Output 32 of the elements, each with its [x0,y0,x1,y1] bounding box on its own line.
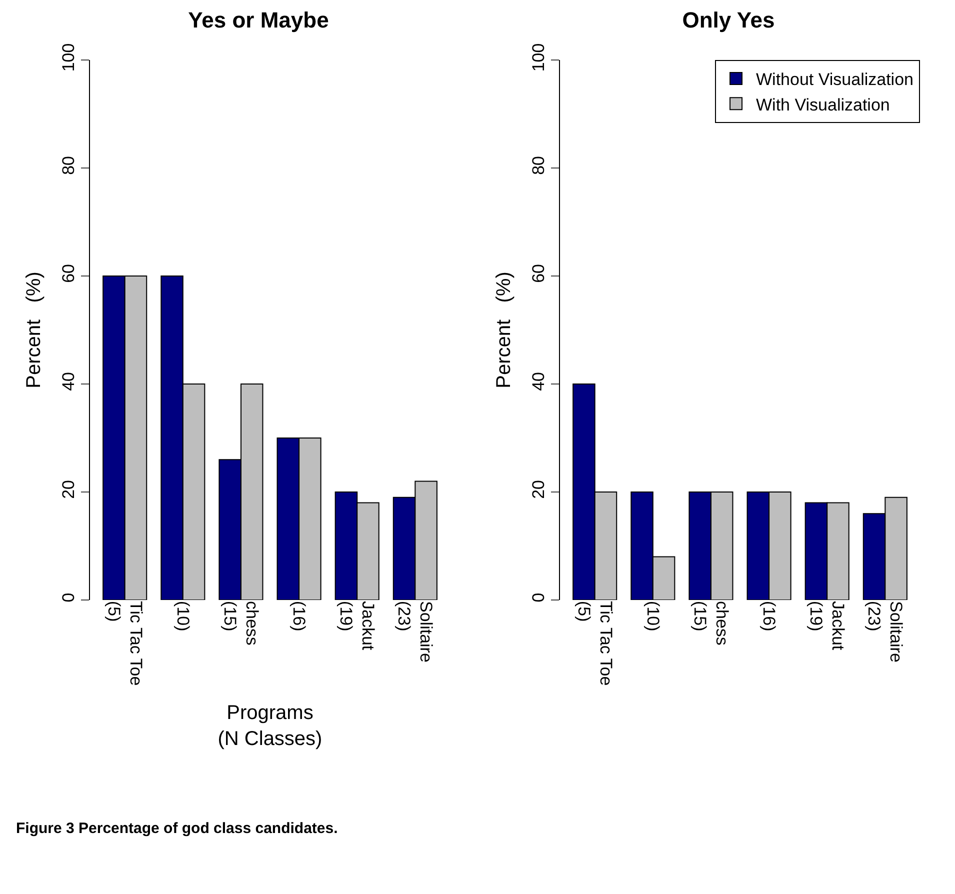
y-tick-label: 40 [529,372,548,391]
x-tick-label: (10) [643,601,662,632]
x-tick-label: Tic Tac Toe (5) [104,601,146,686]
chart-title: Yes or Maybe [188,8,329,33]
x-tick-label: Solitaire (23) [394,601,436,662]
y-tick-label: 80 [59,156,78,175]
y-tick-label: 0 [529,592,548,602]
y-tick-label: 60 [529,264,548,283]
x-tick-label: Solitaire (23) [864,601,906,662]
legend-label: With Visualization [756,95,890,114]
x-tick-label: Tic Tac Toe (5) [574,601,616,686]
y-tick-label: 20 [529,480,548,499]
x-tick-label: (16) [290,601,309,632]
x-tick-label: Jackut (19) [336,601,378,650]
x-tick-label: chess (15) [220,601,262,646]
y-tick-label: 80 [529,156,548,175]
legend-label: Without Visualization [756,70,914,90]
y-tick-label: 100 [59,43,78,72]
y-tick-label: 40 [59,372,78,391]
chart-title: Only Yes [682,8,775,33]
y-tick-label: 0 [59,592,78,602]
x-axis-title: Programs (N Classes) [218,702,322,750]
x-tick-label: Jackut (19) [806,601,848,650]
x-tick-label: chess (15) [690,601,732,646]
x-tick-label: (16) [760,601,779,632]
y-axis-title: Percent (%) [493,272,515,388]
caption: Figure 3 Percentage of god class candidates. [16,820,339,837]
y-tick-label: 60 [59,264,78,283]
y-tick-label: 100 [529,43,548,72]
x-tick-label: (10) [173,601,192,632]
y-tick-label: 20 [59,480,78,499]
y-axis-title: Percent (%) [23,272,45,388]
